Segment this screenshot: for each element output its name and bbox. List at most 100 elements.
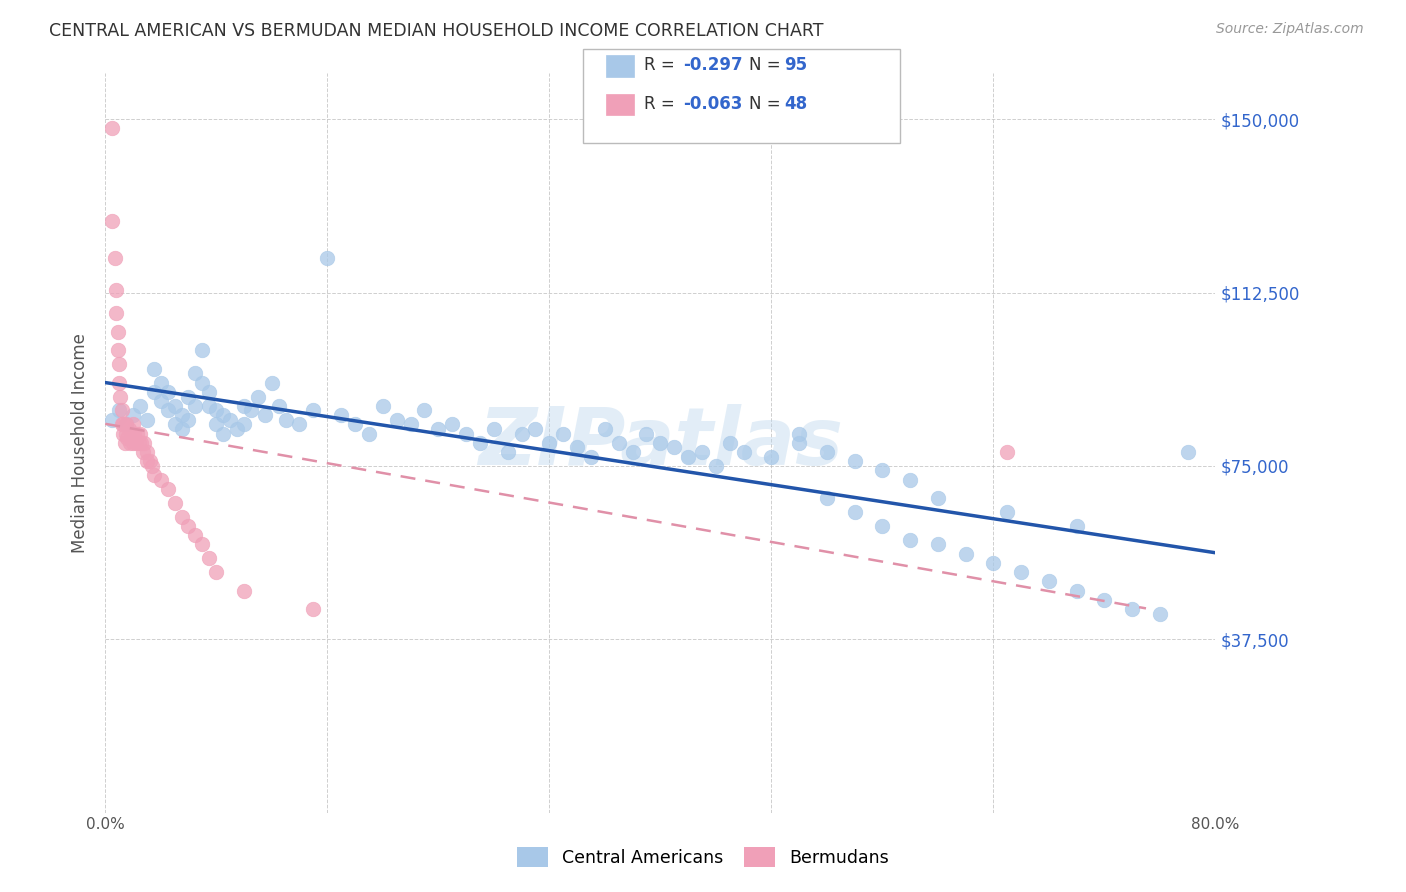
Point: [565, 441, 588, 455]
Point: [496, 445, 519, 459]
Point: [122, 417, 145, 432]
Point: [142, 384, 165, 399]
Point: [1092, 593, 1115, 607]
Point: [122, 408, 145, 422]
Point: [105, 283, 128, 297]
Point: [267, 399, 290, 413]
Text: CENTRAL AMERICAN VS BERMUDAN MEDIAN HOUSEHOLD INCOME CORRELATION CHART: CENTRAL AMERICAN VS BERMUDAN MEDIAN HOUS…: [49, 22, 824, 40]
Point: [156, 482, 179, 496]
Point: [844, 454, 866, 468]
Point: [274, 412, 297, 426]
Point: [593, 422, 616, 436]
Point: [101, 412, 124, 426]
Point: [198, 551, 221, 566]
Point: [219, 412, 242, 426]
Point: [524, 422, 547, 436]
Point: [413, 403, 436, 417]
Point: [253, 408, 276, 422]
Point: [110, 390, 132, 404]
Point: [205, 565, 228, 579]
Point: [163, 417, 186, 432]
Point: [177, 519, 200, 533]
Text: N =: N =: [749, 95, 786, 112]
Point: [676, 450, 699, 464]
Point: [142, 361, 165, 376]
Point: [149, 376, 172, 390]
Point: [983, 556, 1005, 570]
Point: [205, 417, 228, 432]
Text: -0.063: -0.063: [683, 95, 742, 112]
Point: [1010, 565, 1032, 579]
Point: [135, 412, 157, 426]
Point: [815, 491, 838, 506]
Point: [111, 417, 134, 432]
Point: [704, 458, 727, 473]
Point: [141, 458, 163, 473]
Text: R =: R =: [644, 56, 681, 74]
Point: [163, 496, 186, 510]
Point: [482, 422, 505, 436]
Point: [149, 394, 172, 409]
Point: [122, 435, 145, 450]
Point: [1177, 445, 1199, 459]
Point: [184, 528, 207, 542]
Point: [125, 435, 148, 450]
Point: [330, 408, 353, 422]
Point: [1066, 519, 1088, 533]
Point: [212, 426, 235, 441]
Point: [1038, 574, 1060, 589]
Point: [111, 403, 134, 417]
Point: [995, 505, 1018, 519]
Point: [170, 422, 193, 436]
Point: [538, 435, 561, 450]
Point: [343, 417, 366, 432]
Text: 48: 48: [785, 95, 807, 112]
Point: [149, 473, 172, 487]
Point: [132, 435, 155, 450]
Point: [191, 343, 214, 358]
Point: [191, 376, 214, 390]
Point: [115, 417, 138, 432]
Point: [815, 445, 838, 459]
Point: [135, 445, 157, 459]
Point: [121, 426, 143, 441]
Point: [129, 426, 152, 441]
Point: [233, 417, 256, 432]
Y-axis label: Median Household Income: Median Household Income: [72, 333, 89, 553]
Point: [898, 533, 921, 547]
Point: [142, 468, 165, 483]
Point: [690, 445, 713, 459]
Point: [114, 435, 136, 450]
Text: Source: ZipAtlas.com: Source: ZipAtlas.com: [1216, 22, 1364, 37]
Point: [118, 422, 141, 436]
Point: [105, 306, 128, 320]
Text: R =: R =: [644, 95, 681, 112]
Point: [226, 422, 249, 436]
Point: [316, 251, 339, 265]
Point: [454, 426, 477, 441]
Point: [101, 121, 124, 136]
Point: [170, 408, 193, 422]
Point: [1121, 602, 1143, 616]
Point: [135, 454, 157, 468]
Point: [427, 422, 450, 436]
Point: [108, 403, 131, 417]
Point: [163, 399, 186, 413]
Text: -0.297: -0.297: [683, 56, 742, 74]
Point: [246, 390, 269, 404]
Point: [233, 399, 256, 413]
Point: [718, 435, 741, 450]
Point: [872, 519, 894, 533]
Point: [115, 426, 138, 441]
Point: [184, 367, 207, 381]
Point: [955, 547, 977, 561]
Point: [553, 426, 575, 441]
Point: [239, 403, 262, 417]
Point: [115, 417, 138, 432]
Point: [120, 435, 142, 450]
Point: [101, 214, 124, 228]
Point: [212, 408, 235, 422]
Point: [129, 435, 152, 450]
Point: [302, 403, 325, 417]
Point: [579, 450, 602, 464]
